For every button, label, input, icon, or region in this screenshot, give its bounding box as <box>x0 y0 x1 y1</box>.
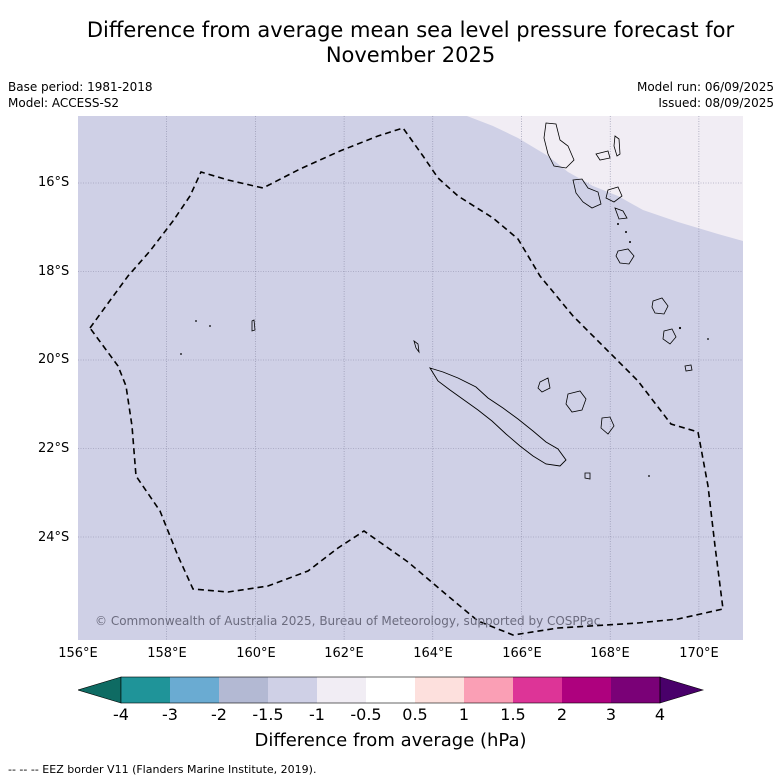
colorbar-tick-label: 3 <box>605 705 617 724</box>
eez-border <box>89 127 724 636</box>
colorbar-segment <box>464 677 513 703</box>
lon-label-170e: 170°E <box>679 646 719 661</box>
island-lifou <box>565 390 587 413</box>
island-ouvea <box>537 377 551 393</box>
meta-left: Base period: 1981-2018 Model: ACCESS-S2 <box>8 79 153 111</box>
lon-label-164e: 164°E <box>413 646 453 661</box>
model-run: Model run: 06/09/2025 <box>636 80 774 94</box>
colorbar-segment <box>366 677 415 703</box>
island-walpole <box>584 472 591 480</box>
lon-label-158e: 158°E <box>147 646 187 661</box>
colorbar-segment <box>611 677 660 703</box>
island-epi <box>614 207 628 220</box>
base-period: Base period: 1981-2018 <box>8 80 153 94</box>
islet-3 <box>180 353 182 355</box>
colorbar-tick-label: -1.5 <box>252 705 284 724</box>
colorbar-outline <box>120 676 661 704</box>
island-mare <box>600 416 615 435</box>
island-espiritu-santo <box>543 122 575 169</box>
islet-futuna <box>678 326 682 330</box>
colorbar-tick-label: 1 <box>458 705 470 724</box>
colorbar-segment <box>317 677 366 703</box>
islet-vanuatu-3 <box>617 223 619 225</box>
meta-right: Model run: 06/09/2025 Issued: 08/09/2025 <box>637 79 774 111</box>
map-panel <box>78 116 743 640</box>
island-ambae <box>595 150 611 161</box>
colorbar-extend-high <box>659 676 705 704</box>
island-new-caledonia <box>428 367 567 467</box>
colorbar-tick-label: 0.5 <box>402 705 428 724</box>
lat-label-24s: 24°S <box>38 530 70 545</box>
colorbar-segment <box>219 677 268 703</box>
island-maewo <box>613 135 621 157</box>
colorbar <box>78 676 705 704</box>
lon-label-166e: 166°E <box>502 646 542 661</box>
colorbar-segment <box>268 677 317 703</box>
island-efate <box>615 248 635 265</box>
colorbar-tick-label: -4 <box>113 705 129 724</box>
islet-matthew <box>707 338 709 340</box>
island-pentecost <box>605 186 623 203</box>
islet-vanuatu-1 <box>625 231 627 233</box>
colorbar-tick-label: 1.5 <box>500 705 526 724</box>
issued-date: Issued: 08/09/2025 <box>658 96 774 110</box>
colorbar-label: Difference from average (hPa) <box>254 730 527 751</box>
lat-label-22s: 22°S <box>38 441 70 456</box>
island-erromango <box>651 297 669 315</box>
colorbar-tick-label: -2 <box>211 705 227 724</box>
colorbar-tick-label: -0.5 <box>350 705 382 724</box>
lon-label-168e: 168°E <box>590 646 630 661</box>
title-line-1: Difference from average mean sea level p… <box>86 18 735 42</box>
island-aneityum <box>684 364 693 372</box>
island-malekula <box>572 178 602 209</box>
colorbar-segment <box>415 677 464 703</box>
lat-label-16s: 16°S <box>38 175 70 190</box>
lon-label-160e: 160°E <box>236 646 276 661</box>
island-belep <box>413 339 420 354</box>
eez-legend-footer: -- -- -- EEZ border V11 (Flanders Marine… <box>8 763 317 776</box>
colorbar-tick-label: 4 <box>654 705 666 724</box>
graticule <box>78 116 743 640</box>
islet-1 <box>195 320 197 322</box>
title-line-2: November 2025 <box>325 43 496 67</box>
model-name: Model: ACCESS-S2 <box>8 96 120 110</box>
colorbar-tick-label: 2 <box>556 705 568 724</box>
islet-2 <box>209 325 211 327</box>
map-svg <box>78 116 743 640</box>
island-chesterfield <box>251 319 256 332</box>
colorbar-segment <box>562 677 611 703</box>
colorbar-tick-label: -3 <box>162 705 178 724</box>
lat-label-20s: 20°S <box>38 352 70 367</box>
colorbar-tick-label: -1 <box>309 705 325 724</box>
lat-label-18s: 18°S <box>38 264 70 279</box>
lon-label-162e: 162°E <box>324 646 364 661</box>
islet-hunter <box>648 475 650 477</box>
copyright-notice: © Commonwealth of Australia 2025, Bureau… <box>95 614 601 628</box>
colorbar-segment <box>513 677 562 703</box>
island-tanna <box>662 328 677 345</box>
colorbar-segment <box>170 677 219 703</box>
colorbar-segment <box>121 677 170 703</box>
map-title: Difference from average mean sea level p… <box>40 18 781 68</box>
lon-label-156e: 156°E <box>58 646 98 661</box>
islet-vanuatu-2 <box>629 241 631 243</box>
anomaly-field-northeast <box>467 116 743 241</box>
colorbar-extend-low <box>78 676 122 704</box>
